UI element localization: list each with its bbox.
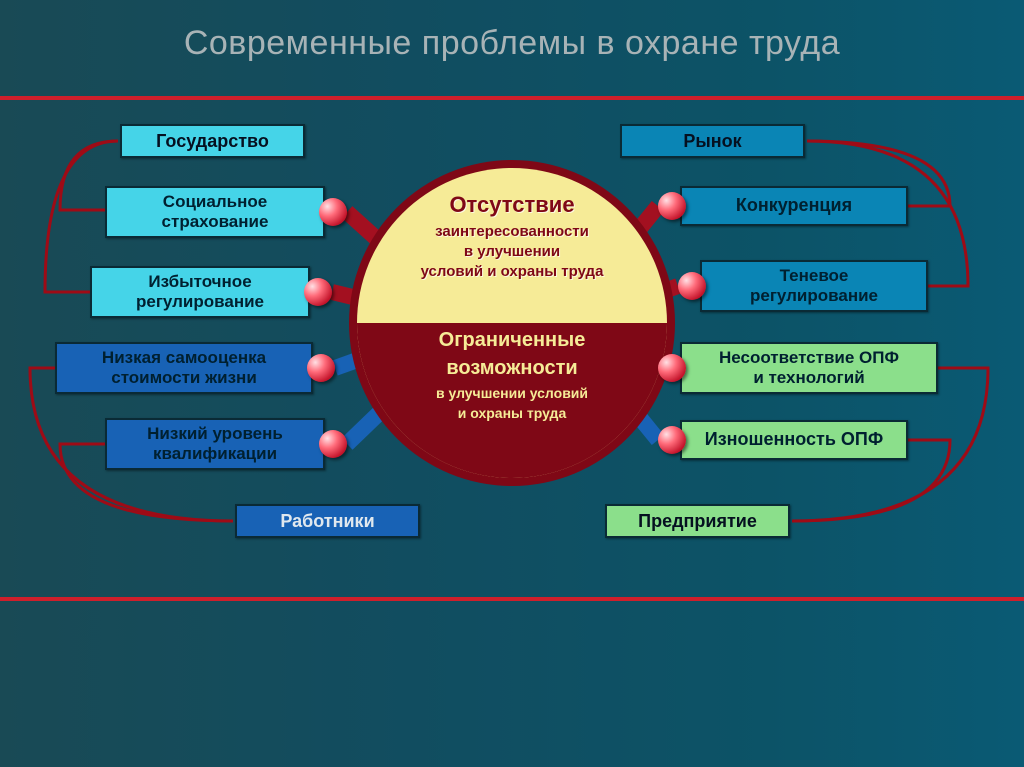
category-market: Рынок [620, 124, 805, 158]
category-gov: Государство [120, 124, 305, 158]
circle-bottom-sub: в улучшении условийи охраны труда [436, 385, 588, 421]
category-workers: Работники [235, 504, 420, 538]
circle-top-text: Отсутствие заинтересованностив улучшении… [357, 190, 667, 282]
box-b7: Несоответствие ОПФи технологий [680, 342, 938, 394]
box-b1: Социальноестрахование [105, 186, 325, 238]
circle-bottom-text: Ограниченные возможности в улучшении усл… [357, 326, 667, 423]
central-circle: Отсутствие заинтересованностив улучшении… [357, 168, 667, 478]
arrow-sphere-b1 [319, 198, 347, 226]
accent-line-bottom [0, 597, 1024, 601]
arrow-sphere-b6 [678, 272, 706, 300]
arrow-sphere-b2 [304, 278, 332, 306]
category-enterprise: Предприятие [605, 504, 790, 538]
arrow-sphere-b4 [319, 430, 347, 458]
box-b4: Низкий уровеньквалификации [105, 418, 325, 470]
arrow-sphere-b3 [307, 354, 335, 382]
arrow-sphere-b7 [658, 354, 686, 382]
box-b2: Избыточноерегулирование [90, 266, 310, 318]
page-title: Современные проблемы в охране труда [0, 24, 1024, 63]
box-b3: Низкая самооценкастоимости жизни [55, 342, 313, 394]
box-b6: Теневоерегулирование [700, 260, 928, 312]
arrow-sphere-b8 [658, 426, 686, 454]
box-b5: Конкуренция [680, 186, 908, 226]
box-b8: Изношенность ОПФ [680, 420, 908, 460]
arrow-sphere-b5 [658, 192, 686, 220]
accent-line-top [0, 96, 1024, 100]
circle-top-sub: заинтересованностив улучшенииусловий и о… [421, 223, 604, 281]
